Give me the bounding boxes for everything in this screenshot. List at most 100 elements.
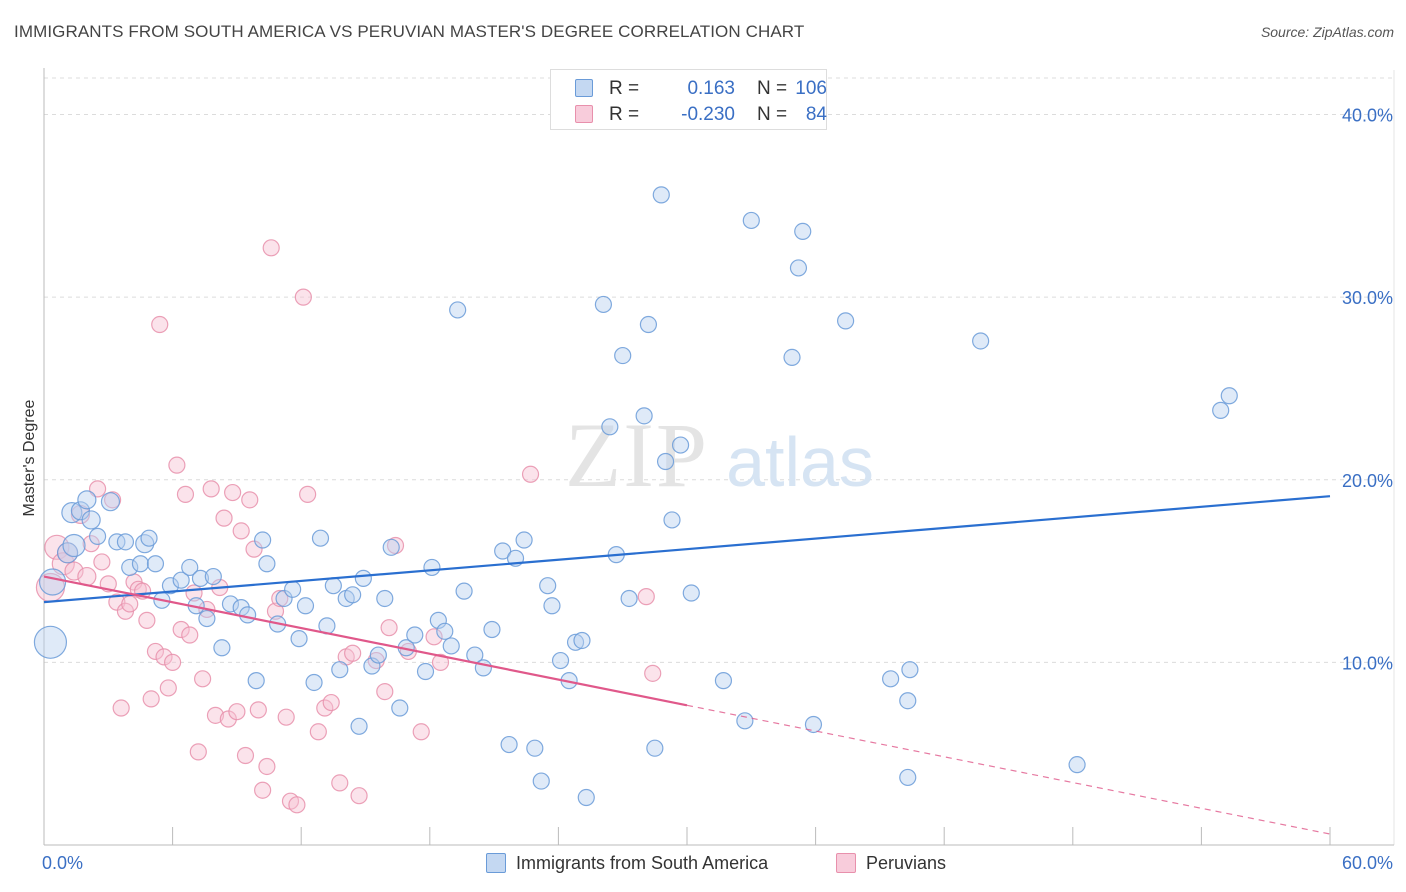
point-south-america	[449, 301, 467, 319]
y-tick-label: 30.0%	[1342, 288, 1393, 308]
point-south-america	[284, 580, 302, 598]
y-tick-label: 20.0%	[1342, 471, 1393, 491]
point-south-america	[736, 712, 754, 730]
n-label: N =	[757, 78, 788, 99]
point-south-america	[646, 739, 664, 757]
point-south-america	[354, 569, 372, 587]
legend-swatch-south-america	[486, 853, 506, 873]
point-peruvians	[258, 757, 276, 776]
point-peruvians	[249, 701, 267, 719]
point-south-america	[369, 646, 387, 664]
point-south-america	[363, 657, 381, 675]
point-south-america	[100, 492, 121, 512]
data-points	[33, 186, 1238, 814]
x-tick-label: 0.0%	[42, 853, 83, 873]
point-peruvians	[219, 710, 237, 728]
point-south-america	[376, 589, 394, 608]
point-south-america	[656, 452, 675, 471]
trend-lines	[43, 495, 1331, 835]
point-south-america	[275, 589, 293, 608]
point-south-america	[204, 567, 222, 586]
point-south-america	[191, 569, 210, 587]
legend-swatch-peruvians	[575, 105, 593, 123]
point-peruvians	[108, 593, 126, 611]
point-peruvians	[164, 653, 182, 671]
point-south-america	[714, 672, 733, 690]
point-peruvians	[245, 540, 263, 558]
point-south-america	[573, 631, 591, 650]
point-south-america	[239, 606, 257, 624]
point-peruvians	[425, 628, 443, 646]
point-peruvians	[299, 485, 317, 503]
point-south-america	[198, 609, 216, 628]
point-south-america	[56, 542, 79, 564]
tick-labels: 10.0% 20.0% 30.0% 40.0% 0.0% 60.0%	[42, 106, 1393, 873]
point-south-america	[494, 542, 512, 560]
trend-line-peruvians	[43, 575, 688, 707]
point-south-america	[62, 533, 86, 558]
point-south-america	[429, 611, 447, 629]
point-south-america	[899, 692, 917, 710]
point-south-america	[344, 586, 362, 604]
point-peruvians	[644, 664, 662, 682]
point-peruvians	[277, 708, 295, 726]
point-peruvians	[236, 746, 255, 765]
point-peruvians	[93, 553, 111, 571]
point-south-america	[483, 620, 501, 639]
point-peruvians	[241, 491, 259, 509]
point-south-america	[423, 558, 441, 577]
r-value: -0.230	[681, 104, 735, 125]
point-south-america	[350, 717, 368, 735]
point-peruvians	[176, 485, 195, 503]
point-peruvians	[168, 456, 186, 474]
point-peruvians	[380, 619, 398, 637]
point-peruvians	[215, 509, 233, 527]
point-south-america	[121, 558, 139, 577]
point-south-america	[391, 699, 409, 717]
r-label: R =	[609, 78, 640, 99]
point-peruvians	[172, 620, 190, 639]
point-south-america	[436, 622, 454, 640]
r-label: R =	[609, 104, 640, 125]
point-south-america	[254, 531, 272, 549]
point-peruvians	[331, 774, 349, 792]
point-south-america	[837, 312, 855, 330]
point-south-america	[601, 418, 619, 436]
point-peruvians	[254, 781, 272, 799]
point-peruvians	[266, 602, 285, 620]
point-south-america	[305, 673, 323, 692]
point-peruvians	[151, 315, 169, 334]
point-peruvians	[202, 480, 220, 498]
point-peruvians	[224, 483, 242, 502]
x-tick-label: 60.0%	[1342, 853, 1393, 873]
trend-line-peruvians-extension	[686, 704, 1331, 835]
point-peruvians	[350, 787, 368, 805]
point-south-america	[652, 186, 670, 204]
legend-swatch-peruvians	[836, 853, 856, 873]
legend-label-peruvians: Peruvians	[866, 853, 947, 873]
point-peruvians	[138, 611, 156, 629]
point-peruvians	[159, 679, 177, 697]
point-south-america	[474, 659, 492, 677]
point-peruvians	[146, 642, 165, 661]
point-south-america	[500, 735, 518, 754]
point-peruvians	[88, 480, 107, 498]
point-south-america	[663, 511, 681, 529]
point-south-america	[116, 533, 135, 551]
point-south-america	[901, 661, 919, 679]
legend-label-south-america: Immigrants from South America	[516, 853, 769, 873]
point-south-america	[140, 529, 158, 547]
point-south-america	[135, 534, 155, 554]
point-south-america	[296, 597, 315, 615]
point-south-america	[442, 637, 460, 655]
point-south-america	[324, 577, 342, 595]
point-south-america	[566, 633, 585, 651]
point-peruvians	[142, 690, 160, 708]
point-south-america	[38, 568, 67, 596]
point-peruvians	[189, 743, 207, 761]
point-peruvians	[181, 626, 199, 644]
point-south-america	[33, 625, 68, 659]
watermark-zip: ZIP	[565, 404, 709, 506]
point-south-america	[290, 630, 308, 648]
